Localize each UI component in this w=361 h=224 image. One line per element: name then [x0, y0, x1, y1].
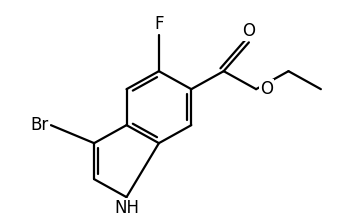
- Text: NH: NH: [114, 199, 139, 217]
- Text: F: F: [154, 15, 164, 33]
- Text: Br: Br: [31, 116, 49, 134]
- Text: O: O: [242, 22, 255, 40]
- Text: O: O: [260, 80, 273, 98]
